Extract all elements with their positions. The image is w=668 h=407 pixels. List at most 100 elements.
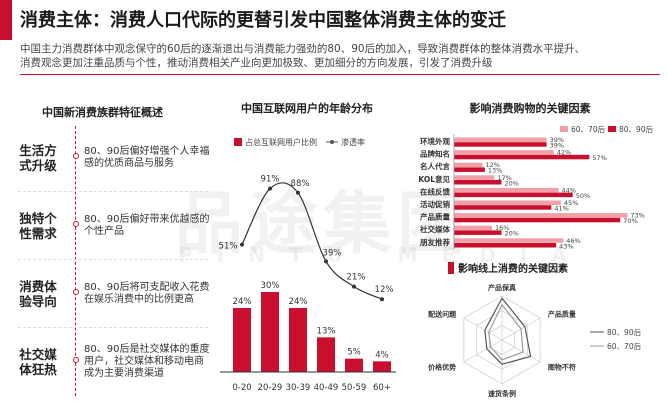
feature-desc: 80、90后偏好带来优越感的个性产品: [84, 213, 210, 237]
legend-swatch-8090: [608, 126, 616, 132]
feature-label: 独特个性需求: [19, 210, 57, 241]
feature-desc: 80、90后将可支配收入花费在娱乐消费中的比例更高: [84, 281, 210, 305]
feature-divider: [18, 327, 208, 328]
factor-bar-6070: [454, 200, 561, 205]
radar-axis-label: 速货条例: [488, 389, 516, 398]
timeline-dot: [73, 289, 79, 295]
radar-title-accent: [448, 262, 454, 274]
factor-value-6070: 12%: [486, 161, 500, 169]
factor-category-label: KOL意见: [418, 174, 450, 184]
radar-axis-label: 配送问题: [428, 310, 457, 319]
penetration-point: [268, 186, 272, 191]
factor-value-8090: 41%: [554, 205, 568, 213]
feature-item: 独特个性需求 80、90后偏好带来优越感的个性产品: [0, 194, 210, 257]
factor-value-6070: 17%: [497, 174, 511, 182]
timeline-dot: [73, 221, 79, 227]
age-tick-label: 30-39: [286, 383, 311, 393]
factor-bar-8090: [454, 167, 485, 172]
factor-category-label: 品牌知名: [420, 149, 450, 159]
age-bar: [289, 308, 307, 372]
age-tick-label: 0-20: [232, 383, 251, 393]
factor-category-label: 活动促销: [420, 199, 450, 209]
intro-paragraph: 中国主力消费群体中观念保守的60后的逐渐退出与消费能力强劲的80、90后的加入，…: [20, 42, 660, 70]
legend-swatch-marker: [330, 140, 334, 144]
penetration-label: 51%: [219, 242, 238, 252]
page-title: 消费主体：消费人口代际的更替引发中国整体消费主体的变迁: [20, 10, 506, 31]
factor-bar-6070: [454, 238, 564, 243]
factor-bar-8090: [454, 230, 502, 235]
penetration-label: 39%: [323, 248, 342, 258]
age-tick-label: 50-59: [342, 383, 367, 393]
factor-bar-8090: [454, 154, 590, 160]
legend-label-6070-radar: 60、70后: [607, 341, 642, 351]
feature-item: 消费体验导向 80、90后将可支配收入花费在娱乐消费中的比例更高: [0, 262, 210, 325]
penetration-point: [240, 242, 244, 247]
age-bar-label: 30%: [261, 281, 280, 291]
age-tick-label: 40-49: [314, 383, 339, 393]
age-bar: [345, 358, 363, 372]
factor-bar-6070: [454, 187, 559, 193]
factor-value-8090: 70%: [623, 217, 637, 225]
factor-bar-6070: [454, 213, 628, 218]
factor-bar-6070: [454, 150, 554, 155]
timeline-dot: [73, 153, 79, 159]
factor-value-8090: 50%: [576, 192, 590, 200]
feature-desc: 80、90后偏好增强个人幸福感的优质商品与服务: [84, 145, 210, 169]
factor-value-6070: 44%: [562, 186, 576, 194]
age-bar: [233, 308, 251, 372]
factor-value-8090: 20%: [505, 179, 519, 187]
features-heading: 中国新消费族群特征概述: [42, 106, 163, 119]
timeline-line: [75, 126, 76, 396]
penetration-label: 91%: [261, 175, 280, 185]
factor-category-label: 在线反馈: [420, 186, 450, 196]
penetration-point: [380, 297, 384, 302]
factor-bar-6070: [454, 137, 547, 142]
age-bar: [261, 292, 279, 372]
radar-chart-title: 影响线上消费的关键因素: [458, 262, 568, 275]
age-bar-label: 24%: [289, 297, 308, 307]
factor-value-8090: 43%: [559, 242, 573, 250]
radar-axis-label: 价格优势: [428, 363, 456, 372]
legend-label-8090: 80、90后: [619, 124, 654, 134]
legend-label-8090-radar: 80、90后: [607, 327, 642, 337]
factor-bar-8090: [454, 180, 502, 185]
factor-value-6070: 39%: [550, 136, 564, 144]
feature-divider: [18, 191, 208, 192]
factor-category-label: 名人代言: [420, 161, 450, 171]
factor-bar-8090: [454, 243, 557, 248]
factor-bar-8090: [454, 217, 621, 223]
radar-axis-label: 产品质量: [548, 310, 576, 319]
feature-label: 生活方式升级: [19, 142, 57, 173]
age-bar-label: 5%: [347, 348, 361, 358]
radar-spoke: [463, 317, 503, 341]
factor-category-label: 环境外观: [420, 136, 450, 146]
factor-value-6070: 73%: [630, 212, 644, 220]
feature-item: 社交媒体狂热 80、90后是社交媒体的重度用户，社交媒体和移动电商成为主要消费渠…: [0, 330, 210, 393]
radar-series-6070: [488, 303, 524, 361]
intro-line: 消费观念更加注重品质与个性，推动消费相关产业向更加极致、更加细分的方向发展，引发…: [20, 57, 493, 69]
age-bar: [317, 337, 335, 372]
penetration-label: 21%: [347, 273, 366, 283]
factor-value-8090: 39%: [550, 142, 564, 150]
feature-divider: [18, 259, 208, 260]
factor-bar-6070: [454, 225, 492, 231]
header-divider: [20, 74, 660, 75]
factor-bar-8090: [454, 192, 573, 198]
legend-swatch-bar: [234, 138, 242, 146]
feature-item: 生活方式升级 80、90后偏好增强个人幸福感的优质商品与服务: [0, 126, 210, 189]
factors-chart-title: 影响消费购物的关键因素: [470, 101, 591, 115]
title-accent-bar: [0, 0, 12, 40]
feature-label: 社交媒体狂热: [19, 346, 57, 377]
penetration-line: [241, 182, 383, 300]
factor-category-label: 产品质量: [420, 212, 450, 222]
factor-value-8090: 20%: [505, 230, 519, 238]
age-tick-label: 60+: [373, 383, 391, 393]
factor-bar-6070: [454, 162, 483, 168]
intro-line: 中国主力消费群体中观念保守的60后的逐渐退出与消费能力强劲的80、90后的加入，…: [20, 43, 586, 55]
factor-value-8090: 13%: [488, 167, 502, 175]
age-bar-label: 4%: [375, 350, 389, 360]
radar-series-8090: [484, 297, 532, 365]
factor-bar-6070: [454, 175, 495, 180]
factor-value-6070: 42%: [557, 149, 571, 157]
penetration-point: [352, 284, 356, 289]
